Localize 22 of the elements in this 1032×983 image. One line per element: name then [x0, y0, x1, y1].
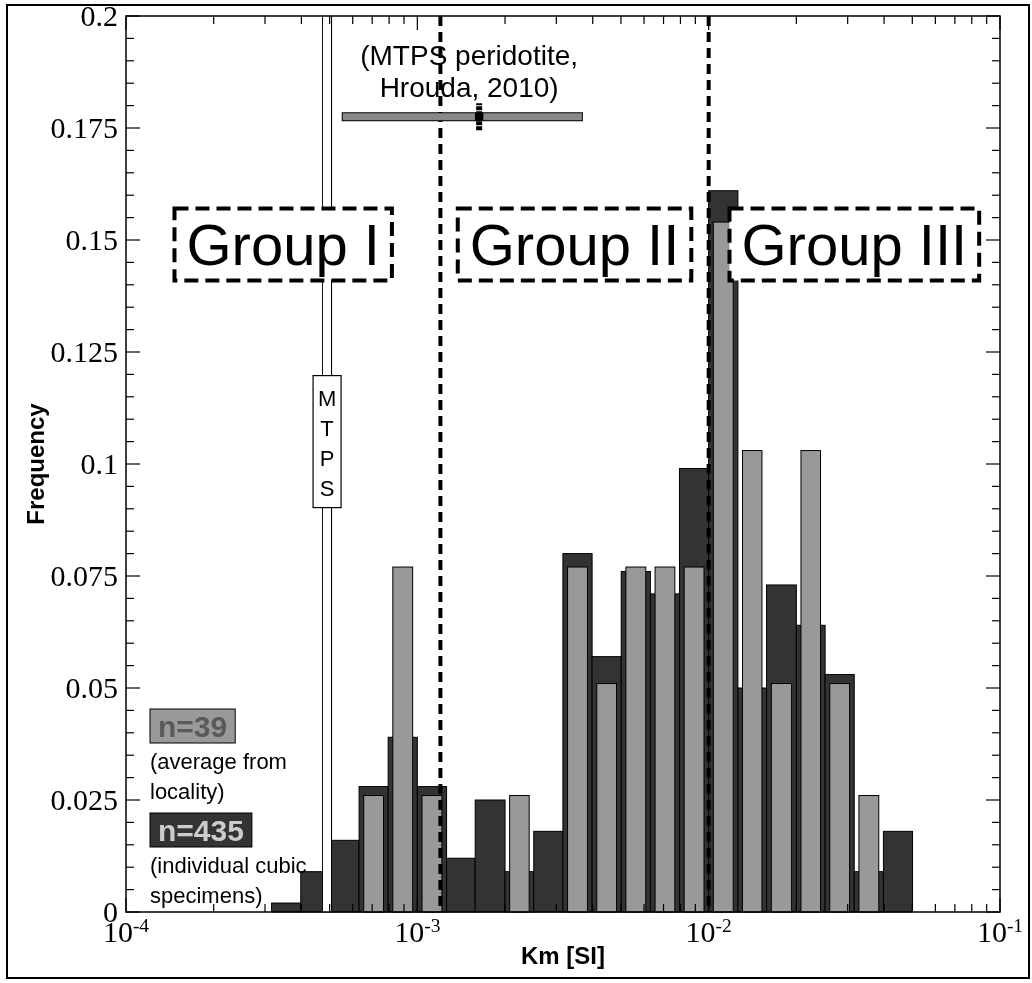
x-tick-label: 10$^{-1}$ [976, 914, 1024, 948]
y-axis-title: Frequency [22, 402, 49, 525]
y-tick-label: 0.125 [50, 335, 118, 368]
y-tick-label: 0.075 [50, 559, 118, 592]
annotation: Group II [469, 212, 680, 278]
y-tick-label: 0.025 [50, 783, 118, 816]
annotation: (MTPS peridotite, Hrouda, 2010) [360, 39, 579, 103]
y-tick-label: 0.1 [80, 447, 118, 480]
text: n=435 [158, 814, 244, 847]
x-tick-label: 10$^{-3}$ [394, 914, 441, 948]
y-tick-label: 0.05 [65, 671, 118, 704]
annotation: Group III [741, 212, 968, 278]
x-tick-label: 10$^{-2}$ [685, 914, 732, 948]
annotation: Group I [186, 212, 380, 278]
ref-line-label: MTPS [317, 385, 337, 501]
x-axis-title: Km [SI] [521, 942, 605, 969]
text: n=39 [158, 710, 228, 743]
y-tick-label: 0.175 [50, 111, 118, 144]
y-tick-label: 0.15 [65, 223, 118, 256]
annotation: (individual cubic specimens) [150, 853, 307, 908]
y-tick-label: 0.2 [80, 0, 118, 32]
annotation: (average from locality) [150, 749, 287, 804]
